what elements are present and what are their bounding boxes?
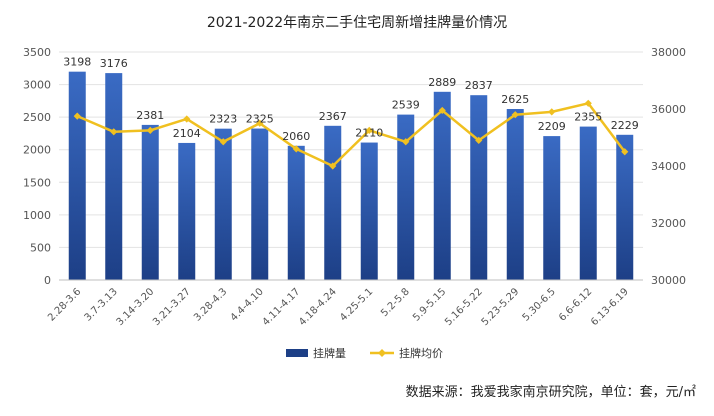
price-line-layer bbox=[73, 99, 629, 170]
bar bbox=[360, 142, 378, 280]
bar-value-label: 2625 bbox=[501, 93, 529, 106]
bar bbox=[324, 125, 342, 280]
x-tick-label: 3.21-3.27 bbox=[151, 286, 193, 328]
bar-value-label: 3198 bbox=[63, 56, 91, 69]
bar-value-label: 2060 bbox=[282, 130, 310, 143]
bar bbox=[178, 142, 196, 280]
price-point bbox=[402, 138, 410, 146]
x-tick-label: 6.6-6.12 bbox=[557, 286, 594, 323]
bar-value-label: 2381 bbox=[136, 109, 164, 122]
bar bbox=[506, 109, 524, 280]
bar-value-label: 3176 bbox=[100, 57, 128, 70]
y-left-tick-label: 1500 bbox=[23, 176, 51, 189]
bar bbox=[287, 145, 305, 280]
bar-value-label: 2325 bbox=[246, 113, 274, 126]
y-left-tick-label: 3000 bbox=[23, 79, 51, 92]
chart-title: 2021-2022年南京二手住宅周新增挂牌量价情况 bbox=[206, 15, 508, 31]
y-left-tick-label: 2500 bbox=[23, 111, 51, 124]
legend-bar-swatch bbox=[286, 349, 308, 357]
x-tick-label: 3.28-4.3 bbox=[192, 286, 229, 323]
x-tick-label: 5.23-5.29 bbox=[480, 286, 522, 328]
price-point bbox=[475, 136, 483, 144]
x-tick-label: 5.9-5.15 bbox=[411, 286, 448, 323]
bars-layer bbox=[68, 71, 634, 281]
y-right-tick-label: 34000 bbox=[651, 160, 686, 173]
legend-line-label: 挂牌均价 bbox=[399, 346, 443, 360]
y-left-tick-label: 0 bbox=[44, 274, 51, 287]
price-point bbox=[73, 112, 81, 120]
bar-value-label: 2889 bbox=[428, 76, 456, 89]
bar bbox=[616, 134, 634, 280]
legend-line-marker bbox=[378, 349, 386, 357]
y-left-tick-label: 2000 bbox=[23, 144, 51, 157]
bar bbox=[68, 71, 86, 280]
y-right-tick-label: 36000 bbox=[651, 103, 686, 116]
bar-value-label: 2104 bbox=[173, 127, 201, 140]
x-tick-label: 4.11-4.17 bbox=[261, 286, 303, 328]
y-left-tick-label: 3500 bbox=[23, 46, 51, 59]
x-tick-label: 5.30-6.5 bbox=[521, 286, 558, 323]
bar bbox=[251, 128, 269, 280]
y-right-tick-label: 38000 bbox=[651, 46, 686, 59]
y-right-tick-label: 32000 bbox=[651, 217, 686, 230]
x-tick-label: 5.2-5.8 bbox=[379, 286, 412, 319]
price-point bbox=[438, 106, 446, 115]
x-tick-label: 2.28-3.6 bbox=[46, 286, 83, 323]
x-tick-label: 3.7-3.13 bbox=[83, 286, 120, 323]
price-line bbox=[76, 102, 626, 168]
legend-bar-label: 挂牌量 bbox=[313, 346, 346, 360]
x-tick-label: 6.13-6.19 bbox=[589, 286, 631, 328]
y-right-tick-label: 30000 bbox=[651, 274, 686, 287]
bar-value-label: 2367 bbox=[319, 110, 347, 123]
bar-value-label: 2323 bbox=[209, 113, 237, 126]
bar-value-label: 2110 bbox=[355, 127, 383, 140]
bar-value-label: 2355 bbox=[574, 111, 602, 124]
price-point bbox=[146, 126, 154, 134]
bar-value-label: 2229 bbox=[611, 119, 639, 132]
price-point bbox=[329, 162, 337, 170]
data-labels-layer: 3198 3176 2381 2104 2323 2325 2060 2367 2110 2539… bbox=[63, 56, 639, 143]
x-tick-label: 3.14-3.20 bbox=[115, 286, 157, 328]
price-point bbox=[110, 128, 118, 136]
bar bbox=[543, 136, 561, 280]
x-tick-label: 4.25-5.1 bbox=[338, 286, 375, 323]
bar bbox=[397, 114, 415, 280]
bar-value-label: 2209 bbox=[538, 120, 566, 133]
x-tick-label: 5.16-5.22 bbox=[443, 286, 485, 328]
price-point bbox=[256, 119, 264, 127]
bar-value-label: 2539 bbox=[392, 99, 420, 112]
bar-value-label: 2837 bbox=[465, 79, 493, 92]
legend: 挂牌量 挂牌均价 bbox=[286, 346, 443, 360]
bar bbox=[105, 73, 123, 280]
price-point bbox=[183, 115, 191, 123]
source-note: 数据来源：我爱我家南京研究院，单位：套，元/㎡ bbox=[405, 385, 696, 400]
bar bbox=[214, 128, 232, 280]
bar bbox=[579, 126, 597, 281]
x-tick-label: 4.18-4.24 bbox=[297, 286, 339, 328]
price-point bbox=[548, 108, 556, 116]
x-tick-label: 4.4-4.10 bbox=[229, 286, 266, 323]
price-point bbox=[219, 138, 227, 146]
y-left-tick-label: 1000 bbox=[23, 209, 51, 222]
price-point bbox=[365, 126, 373, 134]
bar bbox=[470, 95, 488, 280]
bar bbox=[141, 124, 159, 280]
y-left-tick-label: 500 bbox=[30, 241, 51, 254]
price-point bbox=[584, 99, 592, 107]
price-point bbox=[511, 111, 519, 119]
bar bbox=[433, 91, 451, 281]
price-point bbox=[292, 145, 300, 153]
price-point bbox=[621, 148, 629, 156]
